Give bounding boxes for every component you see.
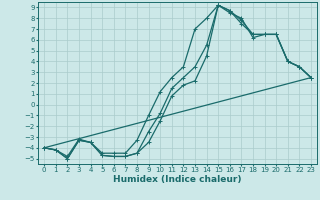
X-axis label: Humidex (Indice chaleur): Humidex (Indice chaleur)	[113, 175, 242, 184]
